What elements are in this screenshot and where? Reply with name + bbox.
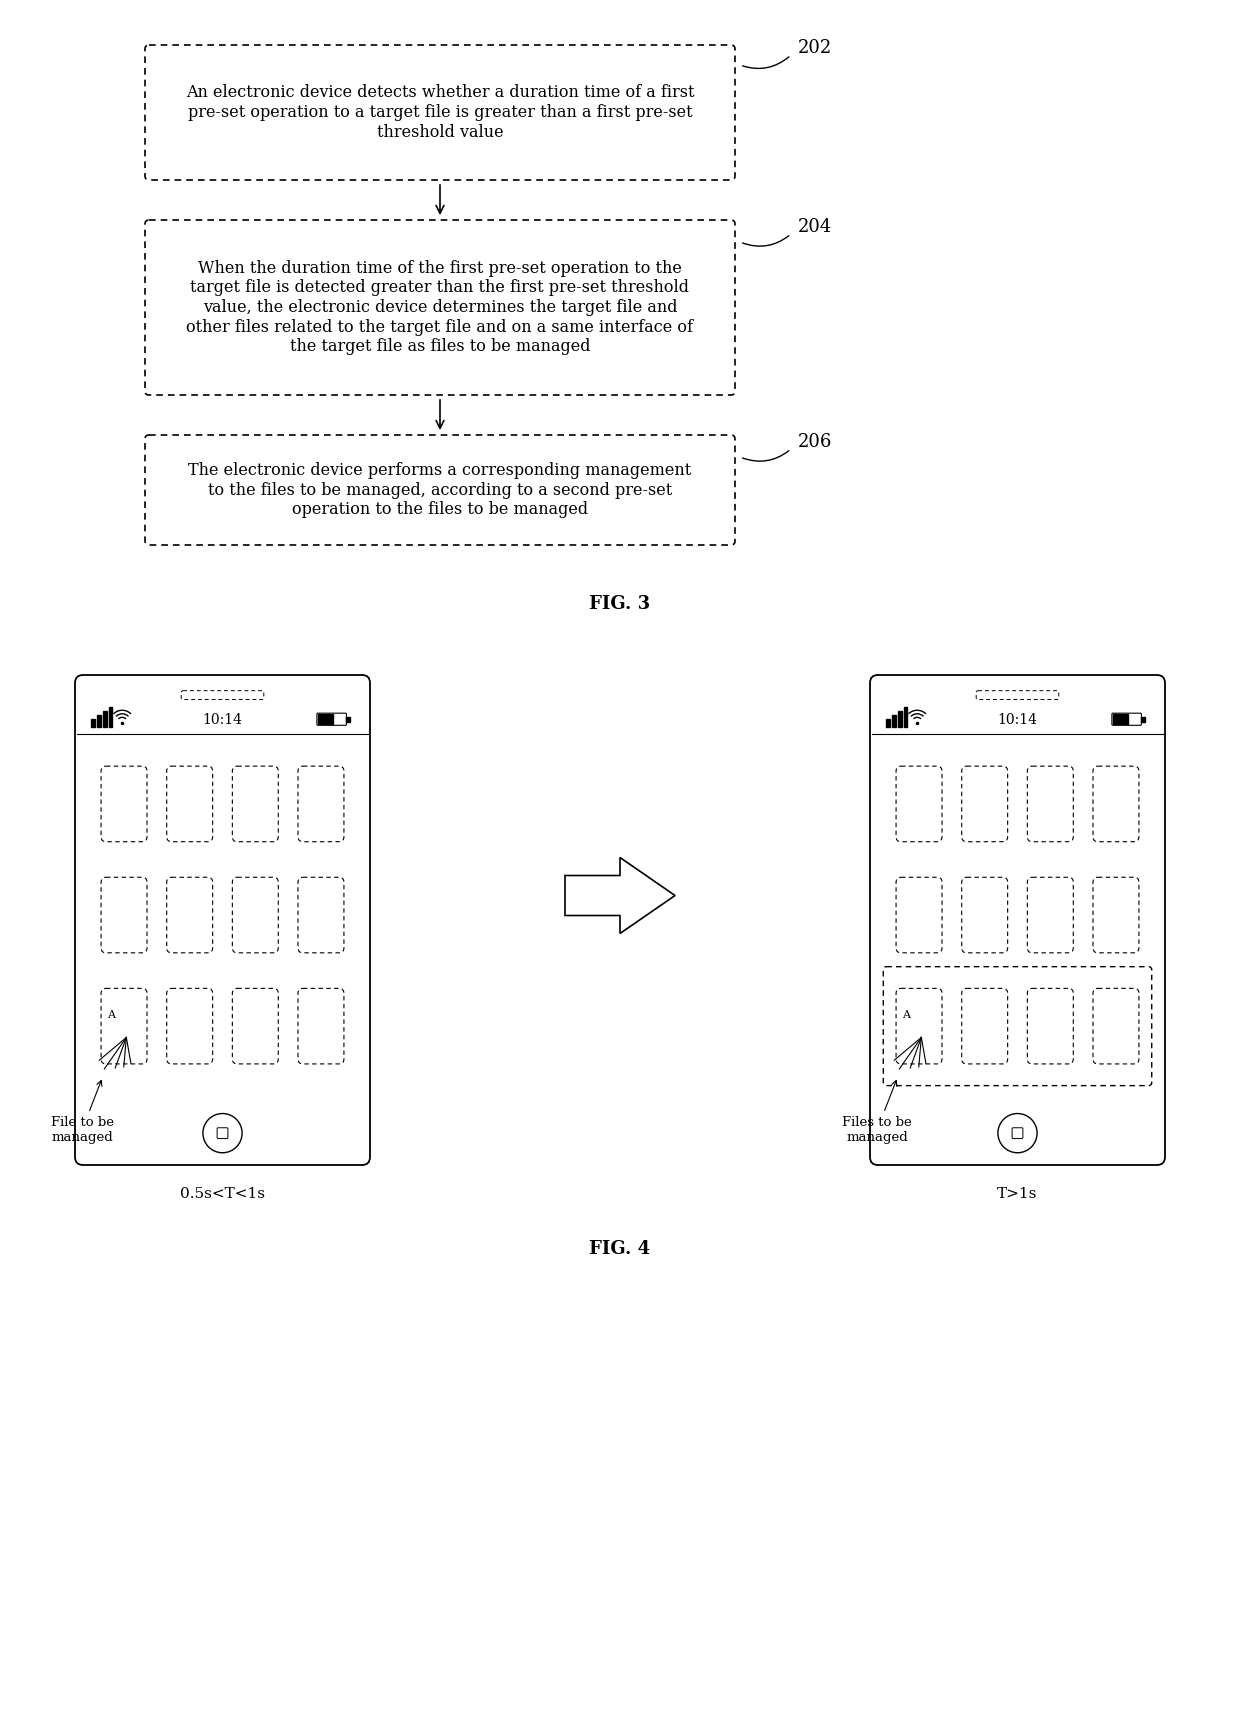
- FancyBboxPatch shape: [166, 989, 212, 1064]
- Text: 0.5s<T<1s: 0.5s<T<1s: [180, 1187, 265, 1201]
- FancyBboxPatch shape: [870, 676, 1166, 1165]
- FancyBboxPatch shape: [181, 691, 264, 700]
- FancyBboxPatch shape: [897, 989, 942, 1064]
- Polygon shape: [565, 857, 675, 934]
- FancyBboxPatch shape: [962, 878, 1008, 953]
- Text: FIG. 3: FIG. 3: [589, 595, 651, 613]
- Polygon shape: [1114, 713, 1128, 724]
- Polygon shape: [103, 712, 107, 727]
- Polygon shape: [92, 719, 94, 727]
- Polygon shape: [1141, 717, 1145, 722]
- FancyBboxPatch shape: [102, 878, 148, 953]
- Text: 10:14: 10:14: [997, 713, 1038, 727]
- FancyBboxPatch shape: [232, 767, 278, 842]
- Text: The electronic device performs a corresponding management
to the files to be man: The electronic device performs a corresp…: [188, 462, 692, 518]
- FancyBboxPatch shape: [1112, 713, 1141, 725]
- Text: FIG. 4: FIG. 4: [589, 1240, 651, 1258]
- FancyBboxPatch shape: [298, 767, 343, 842]
- FancyBboxPatch shape: [897, 878, 942, 953]
- FancyBboxPatch shape: [102, 767, 148, 842]
- Text: Files to be
managed: Files to be managed: [842, 1080, 911, 1145]
- FancyBboxPatch shape: [976, 691, 1059, 700]
- Text: 202: 202: [799, 39, 832, 56]
- FancyBboxPatch shape: [102, 989, 148, 1064]
- FancyBboxPatch shape: [74, 676, 370, 1165]
- Text: A: A: [107, 1009, 115, 1020]
- FancyBboxPatch shape: [1092, 767, 1138, 842]
- FancyBboxPatch shape: [145, 44, 735, 180]
- FancyBboxPatch shape: [1028, 878, 1074, 953]
- Polygon shape: [317, 713, 334, 724]
- Polygon shape: [898, 712, 901, 727]
- Polygon shape: [97, 715, 100, 727]
- FancyBboxPatch shape: [298, 989, 343, 1064]
- Polygon shape: [892, 715, 895, 727]
- FancyBboxPatch shape: [1092, 878, 1138, 953]
- FancyBboxPatch shape: [232, 989, 278, 1064]
- FancyBboxPatch shape: [1092, 989, 1138, 1064]
- Text: 206: 206: [799, 433, 832, 452]
- Text: A: A: [903, 1009, 910, 1020]
- FancyBboxPatch shape: [962, 767, 1008, 842]
- Polygon shape: [346, 717, 350, 722]
- Text: 204: 204: [799, 217, 832, 236]
- FancyBboxPatch shape: [897, 767, 942, 842]
- Polygon shape: [904, 707, 908, 727]
- FancyBboxPatch shape: [317, 713, 346, 725]
- Polygon shape: [887, 719, 890, 727]
- Text: T>1s: T>1s: [997, 1187, 1038, 1201]
- FancyBboxPatch shape: [145, 221, 735, 395]
- FancyBboxPatch shape: [232, 878, 278, 953]
- FancyBboxPatch shape: [1028, 767, 1074, 842]
- Text: When the duration time of the first pre-set operation to the
target file is dete: When the duration time of the first pre-…: [186, 260, 693, 356]
- FancyBboxPatch shape: [883, 967, 1152, 1085]
- FancyBboxPatch shape: [145, 435, 735, 546]
- FancyBboxPatch shape: [298, 878, 343, 953]
- FancyBboxPatch shape: [962, 989, 1008, 1064]
- FancyBboxPatch shape: [166, 878, 212, 953]
- FancyBboxPatch shape: [1028, 989, 1074, 1064]
- Polygon shape: [109, 707, 113, 727]
- Text: An electronic device detects whether a duration time of a first
pre-set operatio: An electronic device detects whether a d…: [186, 84, 694, 140]
- Text: 10:14: 10:14: [202, 713, 243, 727]
- FancyBboxPatch shape: [166, 767, 212, 842]
- Text: File to be
managed: File to be managed: [51, 1080, 114, 1145]
